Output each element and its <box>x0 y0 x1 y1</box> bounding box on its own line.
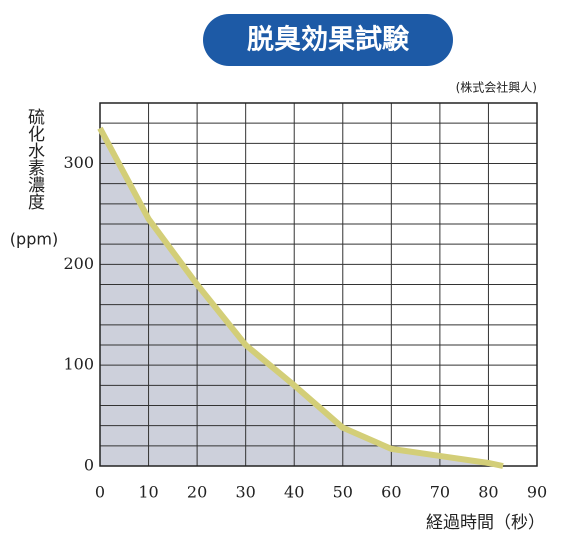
title-badge <box>203 14 453 66</box>
source: (株式会社興人) <box>456 80 537 95</box>
x-tick-label: 20 <box>187 483 207 502</box>
x-tick-label: 60 <box>381 483 401 502</box>
x-tick-label: 0 <box>95 483 105 502</box>
line <box>97 126 504 469</box>
y-tick-label: 100 <box>63 355 94 374</box>
y-tick-label: 300 <box>63 153 94 172</box>
x-tick-label: 90 <box>527 483 547 502</box>
x-axis-label: 経過時間（秒） <box>426 513 545 533</box>
area <box>100 128 504 467</box>
x-tick-label: 30 <box>235 483 255 502</box>
x-tick-label: 70 <box>430 483 450 502</box>
y-tick-label: 0 <box>84 456 94 475</box>
x-tick-label: 50 <box>333 483 353 502</box>
y-axis-label: 硫化水素濃度 <box>24 108 45 210</box>
x-tick-label: 80 <box>478 483 498 502</box>
plot-border <box>99 102 538 467</box>
y-axis-unit: (ppm) <box>10 230 58 249</box>
x-tick-label: 40 <box>284 483 304 502</box>
x-tick-label: 10 <box>138 483 158 502</box>
y-tick-label: 200 <box>63 254 94 273</box>
chart-title: 脱臭効果試験 <box>247 24 410 56</box>
